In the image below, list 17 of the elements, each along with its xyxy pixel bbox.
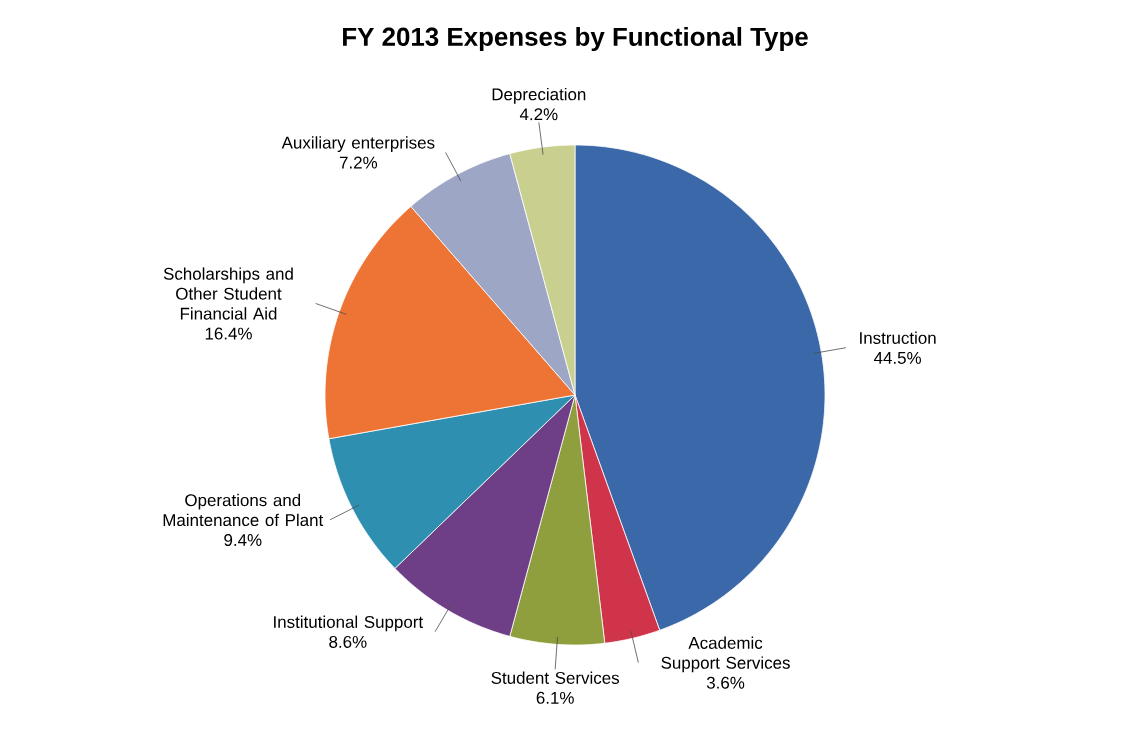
slice-label: Academic Support Services	[661, 636, 790, 673]
data-label: 3.6%	[706, 676, 745, 689]
data-label: 7.2%	[339, 156, 378, 169]
data-label: 8.6%	[329, 635, 367, 648]
slice-label: Auxiliary enterprises	[281, 136, 435, 153]
data-label: 9.4%	[224, 534, 262, 547]
slice-label: Depreciation	[492, 87, 586, 104]
data-label: 6.1%	[536, 691, 574, 704]
chart-title: FY 2013 Expenses by Functional Type	[343, 26, 808, 52]
data-label: 44.5%	[873, 351, 921, 364]
data-label: 16.4%	[205, 327, 252, 340]
slice-label: Instruction	[860, 331, 936, 344]
slice-label: Scholarships and Other Student Financial Aid	[163, 267, 293, 320]
slice-label: Institutional Support	[274, 615, 423, 632]
slice-label: Student Services	[491, 671, 620, 684]
slice-label: Operations and Maintenance of Plant	[163, 493, 324, 527]
data-label: 4.2%	[519, 108, 558, 121]
